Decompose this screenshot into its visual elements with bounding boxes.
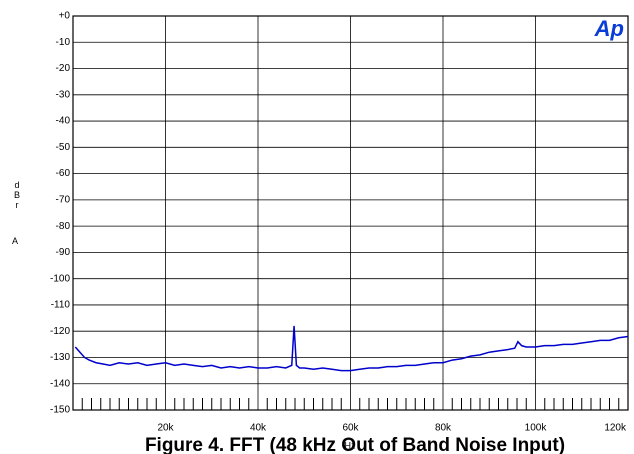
y-tick-label: -30 xyxy=(56,89,71,100)
y-tick-label: -130 xyxy=(50,352,70,363)
y-axis-label: dBr xyxy=(12,180,22,210)
x-tick-label: 100k xyxy=(525,423,548,434)
y-tick-label: -50 xyxy=(56,142,71,153)
y-tick-label: -80 xyxy=(56,221,71,232)
y-axis-unit: A xyxy=(12,236,19,246)
y-tick-label: -150 xyxy=(50,405,70,416)
logo: Ap xyxy=(594,16,624,41)
y-tick-label: -20 xyxy=(56,63,71,74)
y-tick-label: -10 xyxy=(56,37,71,48)
y-tick-label: -110 xyxy=(51,300,71,311)
y-tick-label: -70 xyxy=(56,195,71,206)
y-tick-label: -90 xyxy=(56,247,71,258)
chart-title: Figure 4. FFT (48 kHz Out of Band Noise … xyxy=(145,435,565,454)
y-tick-label: -140 xyxy=(50,378,70,389)
y-tick-label: -100 xyxy=(50,273,70,284)
y-tick-label: -120 xyxy=(50,326,70,337)
y-tick-label: -60 xyxy=(56,168,71,179)
x-tick-label: 20k xyxy=(157,423,174,434)
y-tick-label: +0 xyxy=(59,11,71,22)
x-tick-label: 120k xyxy=(604,423,627,434)
plot-border xyxy=(72,15,629,411)
x-tick-label: 80k xyxy=(435,423,452,434)
x-axis-label: Hz xyxy=(345,440,356,450)
fft-line xyxy=(74,325,629,372)
x-tick-label: 60k xyxy=(342,423,359,434)
y-tick-label: -40 xyxy=(56,116,71,127)
x-tick-label: 40k xyxy=(250,423,267,434)
